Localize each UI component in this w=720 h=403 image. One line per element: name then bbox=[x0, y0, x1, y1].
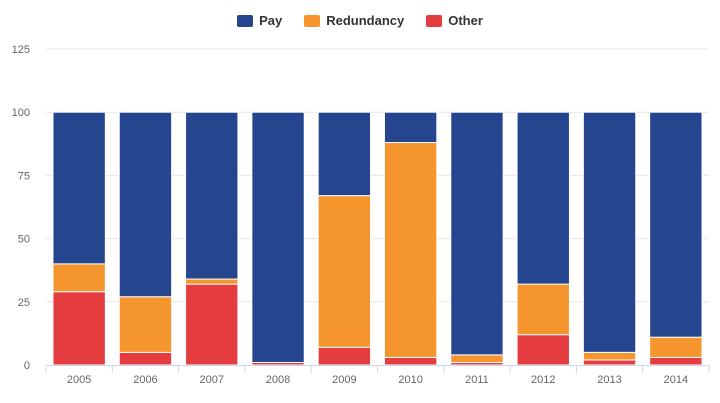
y-tick-label-75: 75 bbox=[18, 170, 30, 182]
legend-label-pay: Pay bbox=[259, 13, 283, 28]
bar-other-2012 bbox=[516, 334, 570, 366]
legend: Pay Redundancy Other bbox=[0, 13, 720, 28]
legend-label-other: Other bbox=[448, 13, 483, 28]
x-tick-label-2006: 2006 bbox=[133, 374, 157, 386]
x-tick-label-2008: 2008 bbox=[266, 374, 290, 386]
bar-redundancy-2007 bbox=[185, 278, 239, 285]
x-tick-label-2009: 2009 bbox=[332, 374, 356, 386]
bar-pay-2009 bbox=[317, 111, 372, 197]
legend-item-redundancy[interactable]: Redundancy bbox=[304, 13, 404, 28]
bar-redundancy-2014 bbox=[649, 336, 703, 358]
x-tick-label-2010: 2010 bbox=[398, 374, 422, 386]
bar-redundancy-2010 bbox=[383, 142, 438, 358]
y-tick-label-100: 100 bbox=[12, 107, 30, 119]
bar-other-2005 bbox=[52, 291, 106, 366]
bar-other-2014 bbox=[649, 356, 703, 366]
bar-redundancy-2009 bbox=[317, 195, 372, 348]
x-tick-label-2011: 2011 bbox=[465, 374, 489, 386]
bar-other-2010 bbox=[383, 356, 438, 366]
bar-other-2009 bbox=[317, 346, 372, 366]
legend-item-pay[interactable]: Pay bbox=[237, 13, 282, 28]
bar-redundancy-2006 bbox=[118, 296, 173, 353]
y-tick-label-50: 50 bbox=[18, 234, 30, 246]
bar-pay-2014 bbox=[649, 111, 703, 338]
legend-item-other[interactable]: Other bbox=[426, 13, 483, 28]
x-tick-label-2012: 2012 bbox=[531, 374, 555, 386]
bar-pay-2012 bbox=[516, 111, 570, 285]
bar-redundancy-2012 bbox=[516, 283, 570, 336]
bar-other-2007 bbox=[185, 283, 239, 366]
bar-pay-2006 bbox=[118, 111, 173, 298]
bar-pay-2007 bbox=[185, 111, 239, 280]
x-tick-label-2005: 2005 bbox=[67, 374, 91, 386]
legend-swatch-redundancy bbox=[304, 14, 321, 27]
y-tick-label-0: 0 bbox=[24, 360, 30, 372]
legend-label-redundancy: Redundancy bbox=[326, 13, 405, 28]
bar-other-2013 bbox=[582, 359, 637, 366]
bar-pay-2011 bbox=[450, 111, 504, 356]
legend-swatch-other bbox=[426, 14, 443, 27]
legend-swatch-pay bbox=[237, 14, 254, 27]
y-tick-label-25: 25 bbox=[18, 297, 30, 309]
bar-redundancy-2013 bbox=[582, 351, 637, 361]
bar-redundancy-2005 bbox=[52, 263, 106, 293]
x-tick-label-2013: 2013 bbox=[597, 374, 621, 386]
x-tick-label-2014: 2014 bbox=[664, 374, 688, 386]
bar-pay-2013 bbox=[582, 111, 637, 353]
bar-pay-2010 bbox=[383, 111, 438, 144]
x-tick-label-2007: 2007 bbox=[200, 374, 224, 386]
y-tick-label-125: 125 bbox=[12, 44, 30, 56]
bar-redundancy-2011 bbox=[450, 354, 504, 363]
bar-other-2006 bbox=[118, 351, 173, 366]
bar-pay-2005 bbox=[52, 111, 106, 265]
bar-pay-2008 bbox=[251, 111, 305, 363]
